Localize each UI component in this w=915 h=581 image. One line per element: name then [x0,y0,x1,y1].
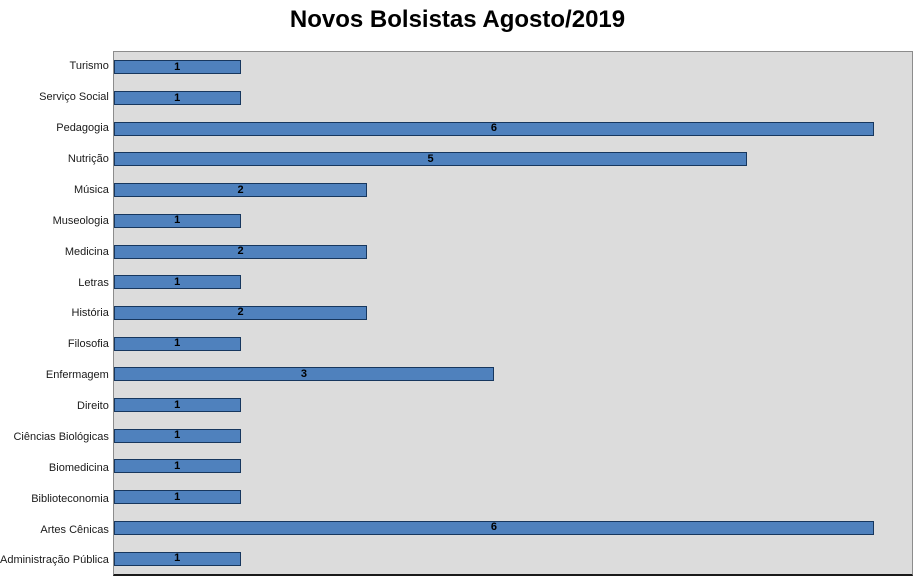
category-label: Artes Cênicas [40,523,109,536]
chart-row: 1 [113,482,912,513]
bar: 2 [113,183,368,198]
chart-row: 6 [113,513,912,544]
data-label: 1 [174,337,181,350]
bar: 1 [113,91,241,106]
bar: 1 [113,336,241,351]
category-label: Nutrição [67,153,109,166]
category-label: Enfermagem [45,369,109,382]
data-label: 2 [237,306,244,319]
chart-row: 2 [113,175,912,206]
data-label: 1 [174,552,181,565]
bar: 6 [113,520,874,535]
category-label: Biblioteconomia [31,492,109,505]
chart-row: 6 [113,113,912,144]
category-label: Filosofia [67,338,109,351]
chart-body: Turismo Serviço Social Pedagogia Nutrição Mú… [0,51,913,576]
bar: 1 [113,398,241,413]
category-label: Museologia [52,214,109,227]
data-label: 1 [174,275,181,288]
bar: 2 [113,244,368,259]
chart-row: 1 [113,543,912,574]
category-label: Turismo [69,60,109,73]
chart-row: 1 [113,206,912,237]
data-label: 3 [300,367,307,380]
bar: 1 [113,459,241,474]
bar: 1 [113,551,241,566]
category-label: Administração Pública [0,554,109,567]
bar: 1 [113,60,241,75]
category-label: Direito [77,400,109,413]
category-label: Medicina [64,245,109,258]
chart-row: 1 [113,451,912,482]
chart-row: 2 [113,298,912,329]
data-label: 2 [237,183,244,196]
category-label: Letras [78,276,109,289]
data-label: 1 [174,398,181,411]
chart-row: 1 [113,390,912,421]
data-label: 1 [174,214,181,227]
data-label: 1 [174,459,181,472]
chart-row: 2 [113,236,912,267]
bar: 1 [113,213,241,228]
data-label: 1 [174,91,181,104]
bar: 5 [113,152,748,167]
bar: 1 [113,490,241,505]
bar: 3 [113,367,494,382]
bar: 1 [113,428,241,443]
bar: 1 [113,275,241,290]
data-label: 5 [427,152,434,165]
data-label: 1 [174,429,181,442]
chart-row: 5 [113,144,912,175]
chart-title: Novos Bolsistas Agosto/2019 [289,6,626,33]
chart-row: 1 [113,267,912,298]
data-label: 2 [237,245,244,258]
category-label: Serviço Social [39,91,109,104]
category-label: Pedagogia [56,122,109,135]
category-label: Música [74,183,109,196]
data-label: 1 [174,490,181,503]
bar: 2 [113,305,368,320]
chart-row: 1 [113,328,912,359]
chart-row: 3 [113,359,912,390]
category-label: Biomedicina [48,461,109,474]
data-label: 6 [490,521,497,534]
category-axis: Turismo Serviço Social Pedagogia Nutrição Mú… [0,51,113,576]
bar: 6 [113,121,874,136]
chart-row: 1 [113,83,912,114]
data-label: 6 [490,122,497,135]
data-label: 1 [174,60,181,73]
category-label: História [71,307,109,320]
chart-row: 1 [113,420,912,451]
chart-row: 1 [113,52,912,83]
category-label: Ciências Biológicas [13,430,109,443]
